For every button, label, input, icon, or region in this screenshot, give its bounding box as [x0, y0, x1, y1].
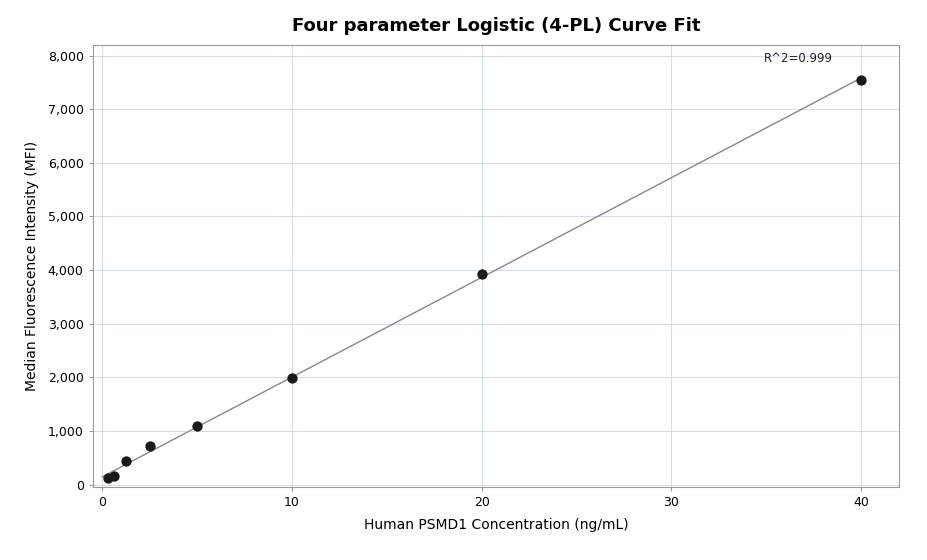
Title: Four parameter Logistic (4-PL) Curve Fit: Four parameter Logistic (4-PL) Curve Fit: [292, 17, 700, 35]
Text: R^2=0.999: R^2=0.999: [764, 52, 832, 64]
Point: [190, 422, 205, 431]
Point: [107, 472, 121, 480]
Point: [142, 442, 157, 451]
Point: [854, 75, 869, 84]
Point: [285, 374, 299, 382]
Point: [475, 270, 489, 279]
Point: [101, 474, 116, 483]
Point: [119, 456, 133, 465]
Y-axis label: Median Fluorescence Intensity (MFI): Median Fluorescence Intensity (MFI): [25, 141, 39, 391]
X-axis label: Human PSMD1 Concentration (ng/mL): Human PSMD1 Concentration (ng/mL): [363, 517, 629, 531]
